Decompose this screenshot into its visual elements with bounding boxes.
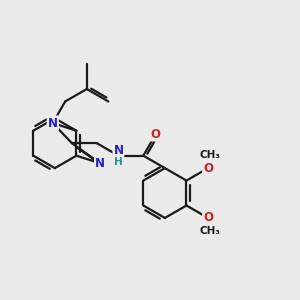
Text: H: H	[114, 157, 123, 167]
Text: O: O	[203, 162, 213, 175]
Text: O: O	[151, 128, 161, 141]
Text: N: N	[95, 157, 105, 170]
Text: N: N	[48, 116, 58, 130]
Text: N: N	[48, 116, 58, 130]
Text: CH₃: CH₃	[200, 150, 221, 161]
Text: CH₃: CH₃	[200, 226, 221, 236]
Text: N: N	[113, 144, 123, 157]
Text: O: O	[203, 212, 213, 224]
Text: N: N	[95, 157, 105, 170]
